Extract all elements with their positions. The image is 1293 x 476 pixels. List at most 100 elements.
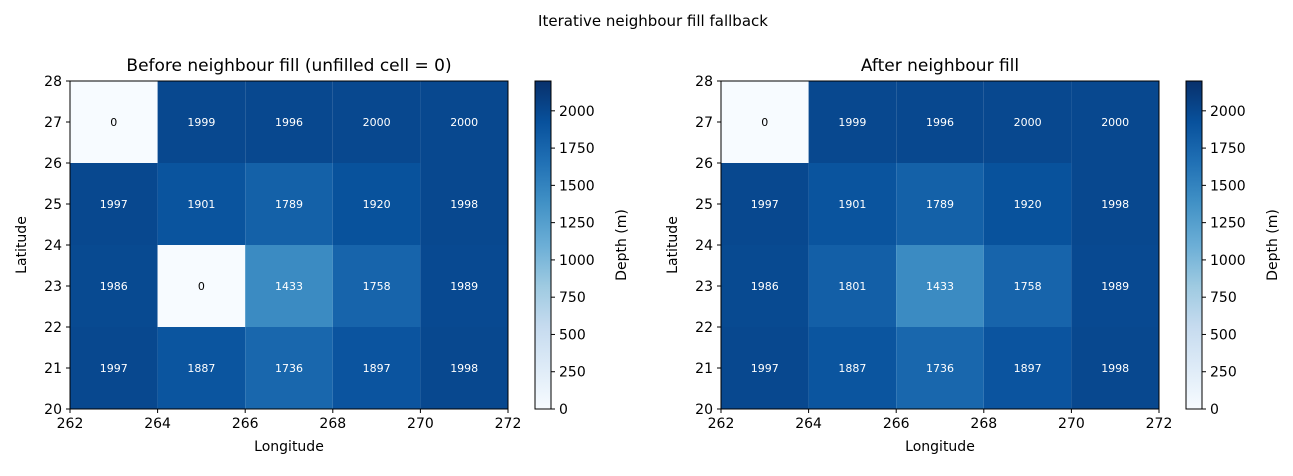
panel-1-colorbar-tick-label: 2000 [559, 104, 595, 120]
panel-2-colorbar [1185, 80, 1203, 410]
panel-1-y-tick-label: 25 [44, 197, 62, 213]
panel-2-cell-value-label: 1998 [1101, 198, 1129, 211]
panel-2-heatmap-cell [1071, 81, 1159, 163]
panel-2-cell-value-label: 1887 [838, 362, 866, 375]
panel-1-y-tick-label: 23 [44, 279, 62, 295]
panel-2-y-tick-label: 21 [695, 361, 713, 377]
panel-1-heatmap-cell [420, 81, 508, 163]
panel-2-cell-value-label: 1986 [751, 280, 779, 293]
panel-1-heatmap-cell [420, 245, 508, 327]
panel-1-colorbar-tick-label: 1500 [559, 178, 595, 194]
panel-1-cell-value-label: 0 [198, 280, 205, 293]
panel-1-x-axis-label: Longitude [254, 439, 324, 455]
panel-1-x-tick-label: 262 [57, 416, 84, 432]
panel-2-y-tick-label: 24 [695, 238, 713, 254]
panel-2-heatmap-cell [721, 327, 809, 409]
panel-2-y-axis-label: Latitude [665, 216, 681, 274]
panel-1-cell-value-label: 1998 [450, 362, 478, 375]
panel-1-x-tick-label: 272 [495, 416, 522, 432]
panel-2-x-tick-label: 266 [883, 416, 910, 432]
panel-2-heatmap-cell [721, 81, 809, 163]
panel-1-cell-value-label: 1999 [187, 116, 215, 129]
panel-2-cell-value-label: 2000 [1101, 116, 1129, 129]
panel-2-heatmap-cell [896, 81, 984, 163]
panel-1-title: Before neighbour fill (unfilled cell = 0… [126, 56, 451, 76]
panel-1-cell-value-label: 1789 [275, 198, 303, 211]
panel-2-y-tick-label: 26 [695, 156, 713, 172]
panel-1-heatmap-cell [70, 163, 158, 245]
panel-1-heatmap-cell [245, 245, 333, 327]
panel-2-heatmap-cell [1071, 163, 1159, 245]
panel-2-cell-value-label: 1989 [1101, 280, 1129, 293]
panel-1-colorbar-tick-label: 250 [559, 365, 586, 381]
panel-1-colorbar-label: Depth (m) [614, 209, 630, 281]
panel-2-y-tick-label: 28 [695, 74, 713, 90]
panel-1-colorbar [534, 80, 552, 410]
panel-1-cell-value-label: 1998 [450, 198, 478, 211]
panel-2-cell-value-label: 1901 [838, 198, 866, 211]
panel-1-colorbar-tick-label: 0 [559, 402, 568, 418]
panel-2-cell-value-label: 1920 [1014, 198, 1042, 211]
figure-suptitle: Iterative neighbour fill fallback [538, 12, 768, 30]
panel-2-cell-value-label: 1736 [926, 362, 954, 375]
panel-1-heatmap-cell [332, 327, 421, 409]
panel-1-cell-value-label: 2000 [363, 116, 391, 129]
panel-2-cell-value-label: 2000 [1014, 116, 1042, 129]
panel-2-colorbar-tick-label: 250 [1210, 365, 1237, 381]
panel-2-cell-value-label: 1997 [751, 362, 779, 375]
panel-2-colorbar-tick-label: 0 [1210, 402, 1219, 418]
panel-1-colorbar-tick-label: 500 [559, 327, 586, 343]
panel-2-title: After neighbour fill [861, 56, 1019, 76]
panel-1-heatmap-cell [245, 81, 333, 163]
panel-1-colorbar-tick-label: 1250 [559, 216, 595, 232]
panel-2-colorbar-tick-label: 2000 [1210, 104, 1246, 120]
panel-1-cell-value-label: 1433 [275, 280, 303, 293]
panel-2-heatmap-cell [896, 245, 984, 327]
panel-2-colorbar-tick-label: 1000 [1210, 253, 1246, 269]
panel-1-heatmap-cell [420, 163, 508, 245]
panel-2-x-tick-label: 270 [1058, 416, 1085, 432]
panel-1-y-tick-label: 27 [44, 115, 62, 131]
panel-1-y-tick-label: 28 [44, 74, 62, 90]
panel-2-cell-value-label: 1433 [926, 280, 954, 293]
panel-1-heatmap-cell [332, 81, 421, 163]
panel-2-heatmap-cell [721, 245, 809, 327]
panel-2-heatmap-cell [983, 245, 1072, 327]
panel-1-cell-value-label: 2000 [450, 116, 478, 129]
panel-2-heatmap-cell [808, 327, 897, 409]
panel-1-cell-value-label: 1920 [363, 198, 391, 211]
panel-1-heatmap-cell [420, 327, 508, 409]
panel-1-heatmap-cell [157, 245, 246, 327]
panel-1-x-tick-label: 270 [407, 416, 434, 432]
panel-2-heatmap-cell [983, 327, 1072, 409]
panel-1-cell-value-label: 1986 [100, 280, 128, 293]
panel-1-cell-value-label: 1897 [363, 362, 391, 375]
panel-2-y-tick-label: 20 [695, 402, 713, 418]
panel-2-x-axis-label: Longitude [905, 439, 975, 455]
panel-1-heatmap-cell [332, 163, 421, 245]
panel-2-cell-value-label: 1997 [751, 198, 779, 211]
panel-2-cell-value-label: 1998 [1101, 362, 1129, 375]
panel-2-heatmap-cell [808, 163, 897, 245]
panel-1-y-tick-label: 26 [44, 156, 62, 172]
panel-2-colorbar-tick-label: 500 [1210, 327, 1237, 343]
panel-2-cell-value-label: 0 [761, 116, 768, 129]
panel-1-heatmap-cell [70, 327, 158, 409]
panel-1-cell-value-label: 1997 [100, 198, 128, 211]
panel-1-cell-value-label: 1989 [450, 280, 478, 293]
panel-2-x-tick-label: 262 [708, 416, 735, 432]
panel-2-y-tick-label: 22 [695, 320, 713, 336]
panel-1-cell-value-label: 1997 [100, 362, 128, 375]
panel-1-colorbar-tick-label: 750 [559, 290, 586, 306]
panel-1-heatmap-cell [70, 245, 158, 327]
panel-2-heatmap-cell [896, 163, 984, 245]
panel-2-colorbar-tick-label: 1750 [1210, 141, 1246, 157]
panel-2-y-tick-label: 25 [695, 197, 713, 213]
panel-1-x-tick-label: 264 [144, 416, 171, 432]
panel-1-cell-value-label: 1887 [187, 362, 215, 375]
panel-1-heatmap-cell [157, 327, 246, 409]
panel-2-cell-value-label: 1996 [926, 116, 954, 129]
panel-2-heatmap-cell [808, 81, 897, 163]
panel-2-heatmap-cell [896, 327, 984, 409]
